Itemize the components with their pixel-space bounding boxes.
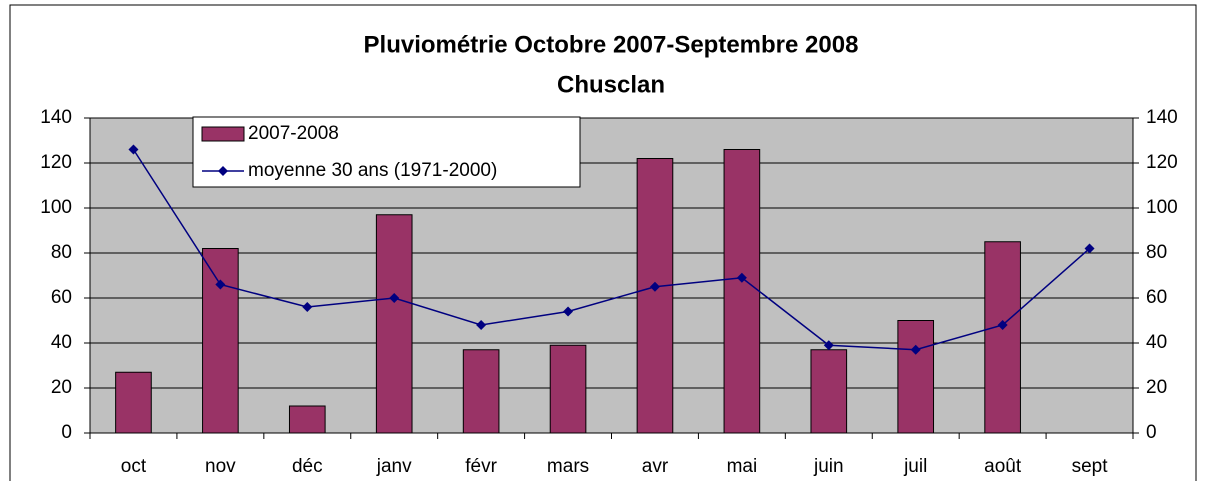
y-tick-label: 80	[51, 242, 72, 263]
bar	[202, 248, 239, 434]
y-tick-label: 0	[61, 422, 72, 443]
legend-label: 2007-2008	[248, 123, 339, 144]
marker	[302, 302, 313, 312]
marker	[476, 320, 487, 330]
marker	[215, 279, 226, 290]
x-tick-label: févr	[465, 456, 497, 477]
y2-tick-label: 20	[1146, 377, 1167, 398]
bar	[288, 405, 326, 434]
bar	[984, 241, 1021, 434]
bar	[549, 344, 587, 434]
marker	[823, 340, 834, 351]
marker	[910, 344, 921, 355]
marker	[649, 281, 660, 292]
x-tick-label: janv	[376, 456, 412, 477]
bar	[462, 349, 500, 434]
x-tick-label: mai	[727, 456, 758, 477]
y2-tick-label: 80	[1146, 242, 1167, 263]
y-tick-label: 20	[51, 377, 72, 398]
bar	[115, 371, 152, 434]
marker	[128, 144, 139, 155]
bar	[375, 214, 413, 434]
x-tick-label: oct	[121, 456, 147, 477]
y-tick-label: 40	[51, 332, 72, 353]
chart-title: Pluviométrie Octobre 2007-Septembre 2008	[364, 31, 859, 58]
bar	[897, 320, 935, 434]
y2-tick-label: 0	[1146, 422, 1157, 443]
marker	[1084, 243, 1095, 254]
x-tick-label: avr	[642, 456, 669, 477]
bar	[810, 349, 848, 434]
y2-tick-label: 100	[1146, 197, 1178, 218]
bar	[723, 149, 761, 434]
y-tick-label: 100	[40, 197, 72, 218]
marker	[389, 293, 400, 303]
x-tick-label: août	[984, 456, 1022, 477]
legend-swatch	[201, 126, 245, 142]
x-tick-label: nov	[205, 456, 236, 477]
legend-marker	[218, 166, 228, 176]
y2-tick-label: 60	[1146, 287, 1167, 308]
legend-box	[192, 116, 581, 188]
marker	[563, 306, 574, 317]
y-tick-label: 140	[40, 107, 72, 128]
chart-subtitle: Chusclan	[557, 71, 665, 98]
x-tick-label: déc	[292, 456, 323, 477]
y-tick-label: 120	[40, 152, 72, 173]
y2-tick-label: 40	[1146, 332, 1167, 353]
marker	[736, 272, 747, 283]
y2-tick-label: 120	[1146, 152, 1178, 173]
line	[132, 149, 1091, 351]
marker	[997, 320, 1008, 330]
y2-tick-label: 140	[1146, 107, 1178, 128]
x-tick-label: juil	[903, 456, 927, 477]
x-tick-label: mars	[547, 456, 589, 477]
x-tick-label: sept	[1072, 456, 1109, 477]
y-tick-label: 60	[51, 287, 72, 308]
x-tick-label: juin	[813, 456, 844, 477]
bar	[636, 158, 674, 434]
legend-label: moyenne 30 ans (1971-2000)	[248, 160, 497, 181]
